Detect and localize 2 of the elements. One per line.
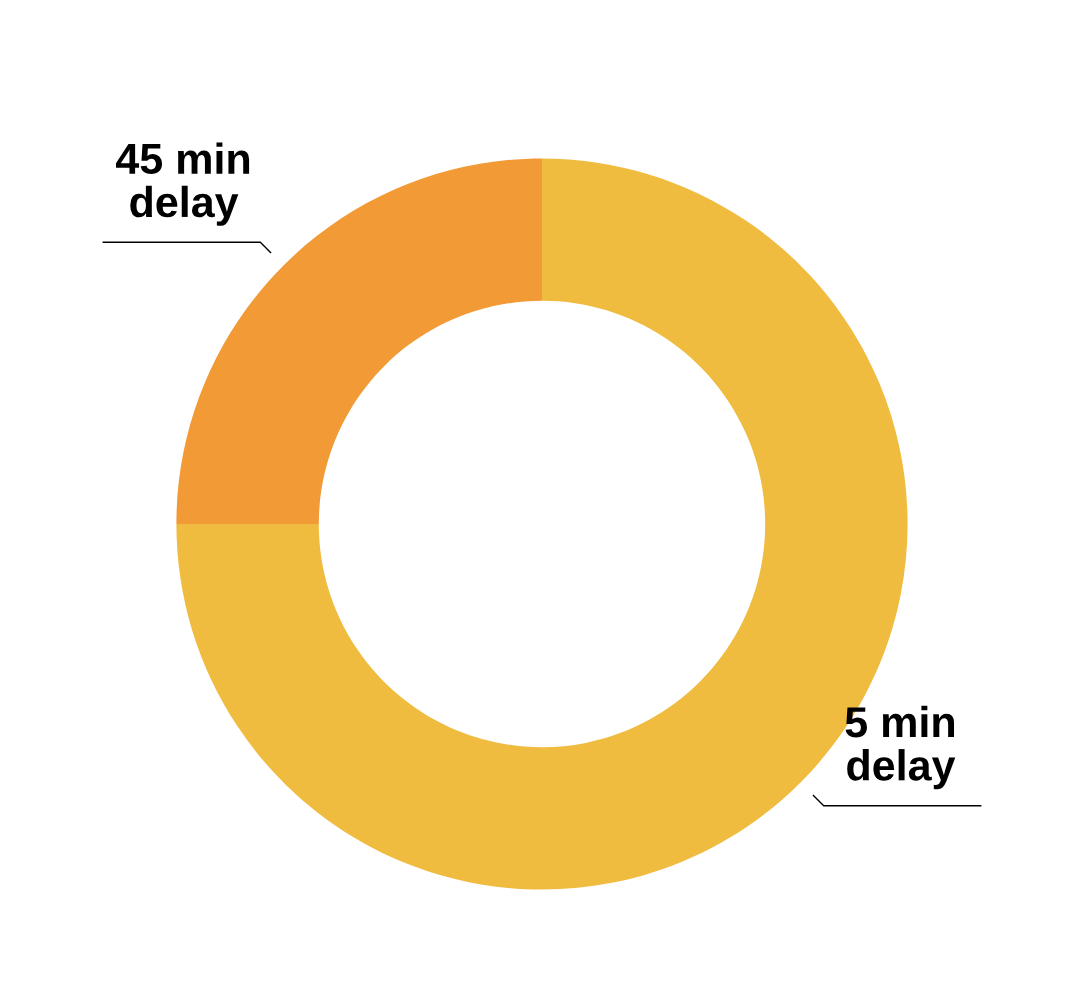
slice-label: 5 min delay [845,705,956,790]
slice-label: 45 min delay [116,142,250,226]
